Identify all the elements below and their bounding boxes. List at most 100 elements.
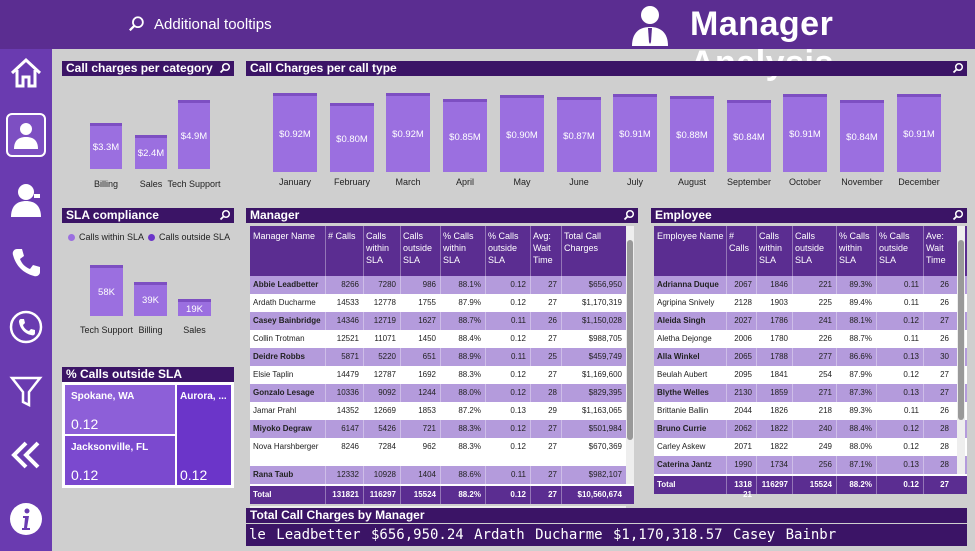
calltype-bar[interactable]: $0.87M: [557, 97, 601, 172]
table-cell: 5426: [378, 424, 396, 433]
table-row[interactable]: Collin Trotman 12521 11071 1450 88.4% 0.12 27 $…: [250, 330, 634, 348]
column-header[interactable]: Avg: Wait Time: [533, 231, 553, 265]
nav-info[interactable]: [6, 497, 46, 541]
additional-tooltips-button[interactable]: Additional tooltips: [128, 15, 272, 33]
table-row[interactable]: Elsie Taplin 14479 12787 1692 88.3% 0.12 27 $1,…: [250, 366, 634, 384]
nav-manager[interactable]: [6, 113, 46, 157]
table-row[interactable]: Aletha Dejonge 2006 1780 226 88.7% 0.11 26: [654, 330, 967, 348]
table-cell: 26: [940, 406, 949, 415]
sla-bar[interactable]: 39K: [134, 282, 167, 316]
table-cell: 86.6%: [849, 352, 872, 361]
table-cell: 962: [422, 442, 436, 451]
table-row[interactable]: Miyoko Degraw 6147 5426 721 88.3% 0.12 27 $501,…: [250, 420, 634, 438]
vertical-scrollbar[interactable]: [957, 226, 965, 474]
table-cell: 1846: [770, 280, 788, 289]
column-header[interactable]: Total Call Charges: [564, 231, 602, 253]
table-total-row: Total 131821 116297 15524 88.2% 0.12 27 $10,560…: [250, 486, 634, 504]
treemap-tile-jacksonville[interactable]: Jacksonville, FL 0.12: [65, 436, 175, 485]
search-icon[interactable]: [219, 62, 231, 74]
table-row[interactable]: Beulah Aubert 2095 1841 254 87.9% 0.12 27: [654, 366, 967, 384]
scrollbar-thumb[interactable]: [958, 240, 964, 420]
calltype-bar[interactable]: $0.88M: [670, 96, 714, 172]
table-cell: 1990: [734, 460, 752, 469]
vertical-scrollbar[interactable]: [626, 226, 634, 484]
calltype-bar[interactable]: $0.92M: [273, 93, 317, 172]
column-header[interactable]: % Calls within SLA: [839, 231, 870, 265]
calltype-bar[interactable]: $0.91M: [783, 94, 827, 172]
tile-label: Spokane, WA: [71, 391, 135, 402]
sla-bar[interactable]: 58K: [90, 265, 123, 316]
calltype-bar[interactable]: $0.84M: [727, 100, 771, 172]
total-cell: 27: [548, 490, 557, 499]
table-row[interactable]: Bruno Currie 2062 1822 240 88.4% 0.12 28: [654, 420, 967, 438]
table-row[interactable]: Blythe Welles 2130 1859 271 87.3% 0.13 27: [654, 384, 967, 402]
nav-employee[interactable]: [6, 177, 46, 221]
column-header[interactable]: Employee Name: [657, 231, 724, 241]
table-cell: 0.12: [510, 298, 526, 307]
nav-home[interactable]: [6, 51, 46, 95]
table-row[interactable]: Deidre Robbs 5871 5220 651 88.9% 0.11 25 $459,7…: [250, 348, 634, 366]
calltype-bar[interactable]: $0.80M: [330, 103, 374, 172]
search-icon[interactable]: [952, 209, 964, 221]
table-cell: $1,163,065: [581, 406, 622, 415]
column-header[interactable]: % Calls within SLA: [443, 231, 474, 265]
column-header[interactable]: Calls within SLA: [366, 231, 390, 265]
column-header[interactable]: Ave: Wait Time: [926, 231, 946, 265]
nav-filter[interactable]: [6, 369, 46, 413]
column-header[interactable]: Calls within SLA: [759, 231, 783, 265]
table-cell: 14346: [336, 316, 359, 325]
category-chart-title-text: Call charges per category: [66, 61, 213, 75]
table-row[interactable]: Ardath Ducharme 14533 12778 1755 87.9% 0.12 27…: [250, 294, 634, 312]
treemap-tile-aurora[interactable]: Aurora, ... 0.12: [177, 385, 231, 485]
category-bar[interactable]: $3.3M: [90, 123, 122, 169]
calltype-bar[interactable]: $0.90M: [500, 95, 544, 172]
search-icon[interactable]: [219, 209, 231, 221]
table-row[interactable]: Abbie Leadbetter 8266 7280 986 88.1% 0.12 27 $6…: [250, 276, 634, 294]
table-row[interactable]: Alla Winkel 2065 1788 277 86.6% 0.13 30: [654, 348, 967, 366]
treemap-tile-spokane[interactable]: Spokane, WA 0.12: [65, 385, 175, 434]
table-row[interactable]: Caterina Jantz 1990 1734 256 87.1% 0.13 28: [654, 456, 967, 474]
table-row[interactable]: Nova Harshberger 8246 7284 962 88.3% 0.12 27 $6…: [250, 438, 634, 466]
calltype-bar[interactable]: $0.84M: [840, 100, 884, 172]
table-row[interactable]: Gonzalo Lesage 10336 9092 1244 88.0% 0.12 28 $8…: [250, 384, 634, 402]
table-cell: 27: [548, 334, 557, 343]
table-row[interactable]: Carley Askew 2071 1822 249 88.0% 0.12 28: [654, 438, 967, 456]
category-bar[interactable]: $2.4M: [135, 135, 167, 169]
calltype-bar[interactable]: $0.85M: [443, 99, 487, 172]
table-row[interactable]: Brittanie Ballin 2044 1826 218 89.3% 0.11 26: [654, 402, 967, 420]
table-row[interactable]: Jamar Prahl 14352 12669 1853 87.2% 0.13 29 $1,1…: [250, 402, 634, 420]
nav-collapse[interactable]: [6, 433, 46, 477]
column-header[interactable]: # Calls: [729, 231, 750, 253]
column-header[interactable]: % Calls outside SLA: [488, 231, 519, 265]
column-header[interactable]: Calls outside SLA: [795, 231, 825, 265]
column-header[interactable]: # Calls: [328, 231, 356, 241]
table-row[interactable]: Rana Taub 12332 10928 1404 88.6% 0.11 27 $982,1…: [250, 466, 634, 484]
column-header[interactable]: % Calls outside SLA: [879, 231, 910, 265]
table-cell: 1903: [770, 298, 788, 307]
calltype-label: October: [788, 177, 821, 187]
category-bar[interactable]: $4.9M: [178, 100, 210, 169]
sla-bar[interactable]: 19K: [178, 299, 211, 316]
table-row[interactable]: Aleida Singh 2027 1786 241 88.1% 0.12 27: [654, 312, 967, 330]
search-icon[interactable]: [623, 209, 635, 221]
search-icon[interactable]: [952, 62, 964, 74]
table-row[interactable]: Adrianna Duque 2067 1846 221 89.3% 0.11 26: [654, 276, 967, 294]
table-cell: 6147: [341, 424, 359, 433]
table-row[interactable]: Agripina Snively 2128 1903 225 89.4% 0.11 26: [654, 294, 967, 312]
scrollbar-thumb[interactable]: [627, 240, 633, 440]
table-row[interactable]: Casey Bainbridge 14346 12719 1627 88.7% 0.11 2…: [250, 312, 634, 330]
table-cell: 271: [818, 388, 832, 397]
calltype-bar[interactable]: $0.92M: [386, 93, 430, 172]
calltype-bar[interactable]: $0.91M: [613, 94, 657, 172]
column-header[interactable]: Calls outside SLA: [403, 231, 433, 265]
call-icon: [9, 310, 43, 344]
table-cell: 240: [818, 424, 832, 433]
total-cell: 0.12: [903, 480, 919, 489]
legend-within[interactable]: Calls within SLA: [79, 232, 145, 242]
nav-call[interactable]: [6, 305, 46, 349]
calltype-bar[interactable]: $0.91M: [897, 94, 941, 172]
column-header[interactable]: Manager Name: [253, 231, 316, 241]
legend-outside[interactable]: Calls outside SLA: [159, 232, 231, 242]
nav-phone[interactable]: [6, 241, 46, 285]
table-cell: 721: [422, 424, 436, 433]
